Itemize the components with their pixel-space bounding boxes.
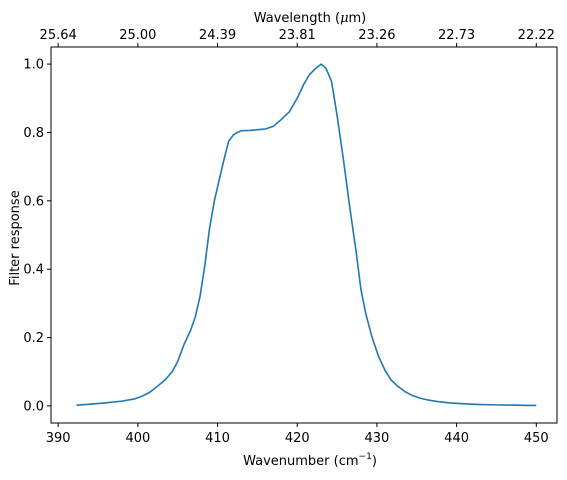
series-line (76, 63, 537, 407)
x-tick-label: 420 (285, 431, 310, 446)
top-tick-label: 23.26 (358, 28, 395, 43)
y-tick-label: 0.8 (23, 126, 44, 141)
plot-area-frame (50, 46, 558, 424)
top-tick-label: 24.39 (199, 28, 236, 43)
x-tick-label: 440 (444, 431, 469, 446)
x-axis-label-end: ) (372, 454, 377, 469)
top-axis: 25.64 25.00 24.39 23.81 23.26 22.73 22.22 (40, 28, 555, 47)
top-tick-label: 23.81 (279, 28, 316, 43)
top-axis-label-suffix: m) (349, 11, 367, 26)
top-tick-label: 22.22 (518, 28, 555, 43)
x-tick-label: 400 (125, 431, 150, 446)
top-tick-label: 25.64 (40, 28, 77, 43)
y-tick-label: 0.6 (23, 194, 44, 209)
top-axis-label: Wavelength (μm) (254, 11, 367, 26)
x-axis-label-main: Wavenumber (cm (243, 454, 358, 469)
top-axis-label-mu: μ (340, 11, 348, 26)
left-axis: 0.0 0.2 0.4 0.6 0.8 1.0 (23, 58, 51, 414)
y-tick-label: 0.4 (23, 263, 44, 278)
y-tick-label: 1.0 (23, 58, 44, 73)
x-tick-label: 410 (205, 431, 230, 446)
x-tick-label: 430 (364, 431, 389, 446)
y-tick-label: 0.2 (23, 331, 44, 346)
x-axis-label: Wavenumber (cm−1) (243, 452, 377, 469)
top-axis-label-prefix: Wavelength ( (254, 11, 340, 26)
top-tick-label: 22.73 (438, 28, 475, 43)
x-tick-label: 390 (46, 431, 71, 446)
x-tick-label: 450 (524, 431, 549, 446)
y-axis-label: Filter response (8, 190, 23, 285)
bottom-axis: 390 400 410 420 430 440 450 (46, 423, 549, 446)
y-tick-label: 0.0 (23, 399, 44, 414)
x-axis-label-sup: −1 (359, 452, 372, 462)
top-tick-label: 25.00 (119, 28, 156, 43)
